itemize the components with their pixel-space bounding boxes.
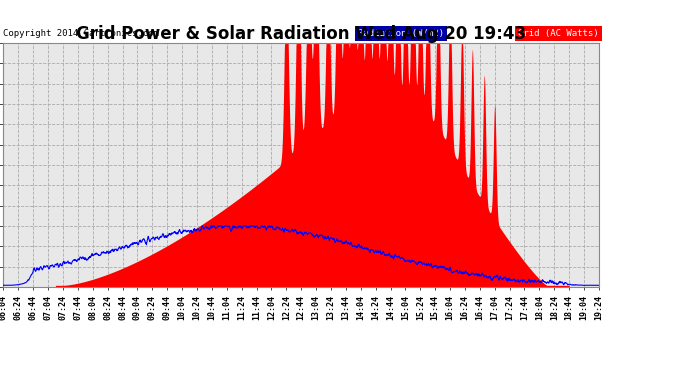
Text: Copyright 2014 Cartronics.com: Copyright 2014 Cartronics.com [3,29,159,38]
Text: Radiation (W/m2): Radiation (W/m2) [358,29,444,38]
Title: Grid Power & Solar Radiation Wed Aug 20 19:43: Grid Power & Solar Radiation Wed Aug 20 … [76,25,526,43]
Text: Grid (AC Watts): Grid (AC Watts) [518,29,599,38]
